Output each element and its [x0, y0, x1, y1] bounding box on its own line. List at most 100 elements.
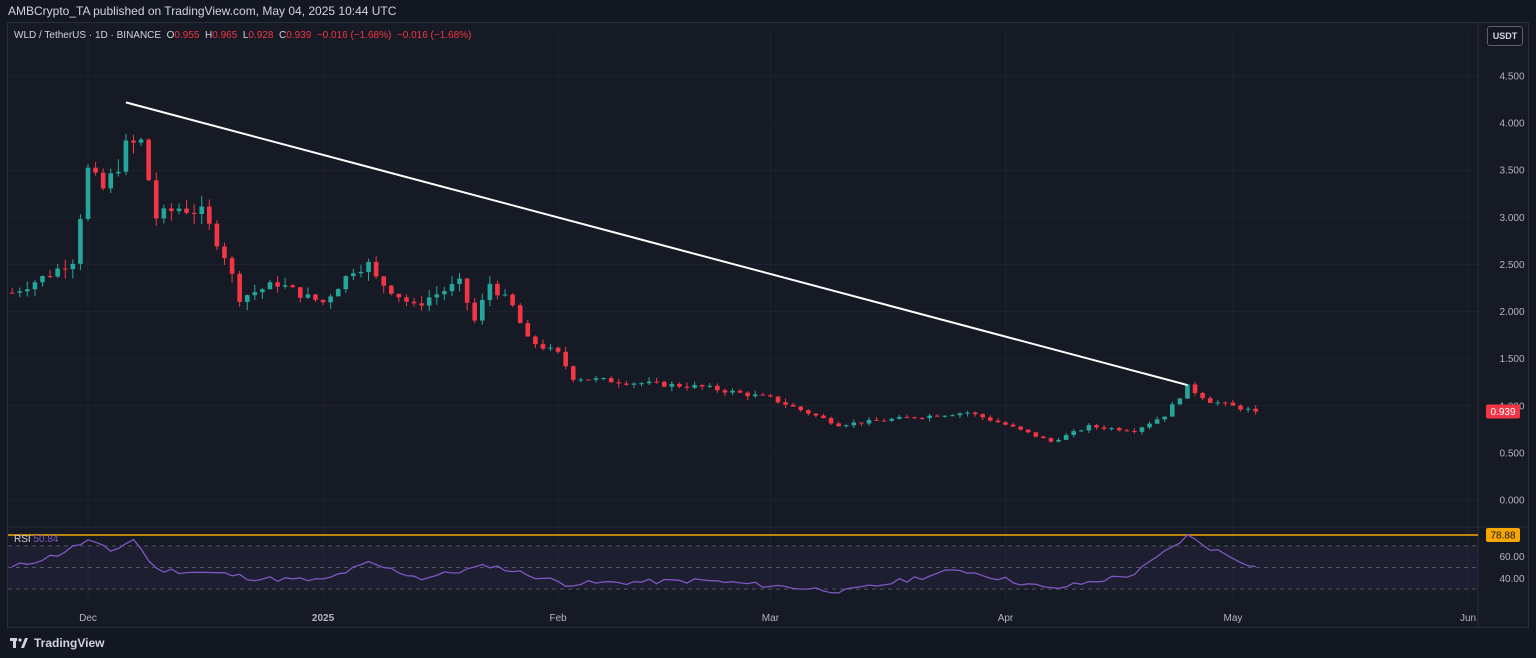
candle — [897, 414, 902, 420]
currency-unit-button[interactable]: USDT — [1487, 26, 1523, 46]
candle — [1245, 406, 1251, 413]
candle-body — [1177, 398, 1183, 405]
candle — [214, 220, 220, 251]
candle — [78, 214, 83, 271]
candle-body — [442, 291, 447, 295]
candle — [1086, 423, 1092, 433]
candle-body — [775, 396, 781, 403]
candle-body — [1109, 428, 1114, 430]
candle-body — [1078, 430, 1084, 432]
candle-body — [411, 301, 417, 304]
candle — [525, 319, 531, 337]
candle-body — [472, 302, 478, 321]
candle — [199, 195, 205, 225]
candle — [775, 396, 781, 404]
candle-body — [995, 420, 1001, 423]
candle-body — [540, 344, 546, 349]
candle — [426, 289, 432, 312]
open-label: O — [166, 30, 175, 41]
tradingview-logo[interactable]: TradingView — [10, 636, 104, 650]
candle-body — [93, 167, 98, 173]
candle-body — [1086, 425, 1092, 431]
rsi-label[interactable]: RSI — [14, 534, 31, 545]
candle — [510, 293, 515, 307]
candle-body — [1253, 408, 1258, 412]
price-tick-label: 4.500 — [1499, 72, 1524, 83]
candle — [366, 258, 371, 281]
candle-body — [1154, 419, 1160, 424]
candle-body — [388, 285, 394, 294]
candle — [950, 414, 955, 417]
candle — [1116, 426, 1122, 432]
candle-body — [578, 379, 584, 381]
candle-body — [874, 419, 879, 421]
candle — [1071, 428, 1077, 438]
price-tick-label: 1.500 — [1499, 354, 1524, 365]
candle — [677, 382, 682, 389]
candle-body — [980, 414, 986, 418]
candle — [313, 293, 318, 303]
candle-body — [654, 381, 659, 383]
symbol-label[interactable]: WLD / TetherUS · 1D · BINANCE — [14, 30, 162, 41]
candle-body — [737, 390, 743, 393]
candle — [229, 255, 235, 283]
candle — [244, 294, 250, 311]
change-value: −0.016 (−1.68%) — [316, 30, 392, 41]
candle — [70, 259, 76, 279]
candle — [540, 339, 546, 351]
price-tick-label: 4.000 — [1499, 119, 1524, 130]
candle-body — [495, 283, 500, 296]
candle — [237, 270, 242, 307]
candle-body — [1010, 424, 1016, 427]
candle — [1010, 422, 1016, 428]
candle-body — [305, 294, 311, 298]
candle — [404, 294, 409, 307]
rsi-line — [11, 533, 1256, 594]
candle — [282, 277, 288, 289]
candle — [442, 286, 447, 301]
publish-header: AMBCrypto_TA published on TradingView.co… — [0, 0, 1536, 22]
candle — [669, 381, 675, 392]
candle-body — [904, 416, 910, 418]
candle — [298, 287, 303, 303]
candle-body — [298, 287, 303, 298]
candle-body — [1230, 402, 1236, 406]
candle-body — [1033, 432, 1039, 437]
candle-body — [138, 139, 144, 143]
candle — [912, 416, 917, 420]
candle-body — [358, 271, 364, 274]
candle-body — [828, 418, 834, 424]
candle-body — [176, 208, 182, 212]
candle — [146, 138, 151, 181]
downtrend-line — [125, 101, 1188, 387]
candle-body — [1124, 430, 1130, 432]
footer: TradingView — [0, 628, 1536, 658]
candle — [813, 412, 819, 418]
candle-body — [108, 173, 114, 189]
candle — [851, 419, 857, 429]
candle-body — [1162, 416, 1168, 420]
candle-body — [47, 276, 53, 278]
footer-brand: TradingView — [34, 636, 105, 650]
close-value: 0.939 — [286, 30, 312, 41]
candle-body — [351, 273, 356, 277]
price-tick-label: 0.000 — [1499, 496, 1524, 507]
candle-body — [745, 392, 750, 397]
candle-body — [426, 297, 432, 306]
candle-body — [222, 246, 227, 259]
candle-body — [661, 381, 667, 387]
candle-body — [335, 289, 341, 297]
candle-body — [517, 305, 523, 324]
candle — [866, 417, 872, 426]
candle — [85, 163, 91, 222]
candle-body — [859, 422, 864, 424]
candle — [798, 405, 804, 412]
candle — [351, 268, 356, 281]
candle — [1132, 428, 1137, 434]
candle — [320, 299, 326, 306]
candle-body — [1238, 405, 1243, 410]
candle-body — [1048, 438, 1054, 442]
candle — [222, 242, 227, 265]
low-label: L — [242, 30, 249, 41]
